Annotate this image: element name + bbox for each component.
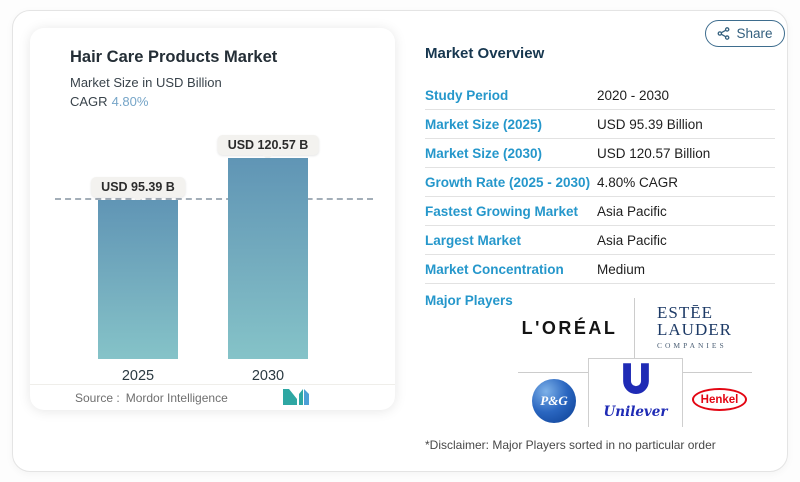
chart-panel [30,28,395,410]
unilever-logo-cell [588,358,683,427]
share-button[interactable]: Share [705,20,785,47]
row-label: Market Size (2030) [425,145,543,161]
bar-2025-fill [98,200,178,359]
grid-divider [634,298,635,358]
row-value: USD 95.39 Billion [597,116,703,132]
bar-2030-value-label: USD 120.57 B [217,135,319,155]
estee-lauder-logo: ESTĒE LAUDER COMPANIES [657,303,732,350]
table-row-fastest-growing-market: Fastest Growing Market Asia Pacific [425,197,775,226]
baseline-dashed-line [55,198,373,200]
row-label: Market Concentration [425,261,564,277]
henkel-logo: Henkel [692,388,747,411]
major-players-logo-grid: L'ORÉAL ESTĒE LAUDER COMPANIES P&G Unile… [505,288,775,427]
unilever-u-icon [617,363,655,402]
cagr-value: 4.80% [111,94,149,109]
row-value: 4.80% CAGR [597,174,679,190]
source-line: Source : Mordor Intelligence [75,391,228,405]
loreal-logo: L'ORÉAL [521,318,618,338]
share-button-label: Share [736,26,773,41]
table-row-growth-rate: Growth Rate (2025 - 2030) 4.80% CAGR [425,168,775,197]
row-value: Asia Pacific [597,203,667,219]
chart-cagr-line: CAGR 4.80% [70,94,148,109]
row-value: Medium [597,261,646,277]
chart-title: Hair Care Products Market [70,48,278,66]
table-row-market-size-2030: Market Size (2030) USD 120.57 Billion [425,139,775,168]
row-label: Largest Market [425,232,522,248]
grid-divider [683,372,752,373]
chart-footer: Source : Mordor Intelligence [30,384,395,410]
overview-heading: Market Overview [425,45,545,62]
x-axis-label-2025: 2025 [121,368,155,384]
row-label: Fastest Growing Market [425,203,579,219]
cagr-label: CAGR [70,94,108,109]
overview-table: Study Period 2020 - 2030 Market Size (20… [425,81,775,284]
table-row-market-size-2025: Market Size (2025) USD 95.39 Billion [425,110,775,139]
table-row-study-period: Study Period 2020 - 2030 [425,81,775,110]
bar-2030-fill [228,158,308,359]
grid-divider [518,372,588,373]
row-value: 2020 - 2030 [597,87,670,103]
pg-logo: P&G [532,379,576,423]
bar-2025-value-label: USD 95.39 B [91,177,185,197]
row-value: Asia Pacific [597,232,667,248]
row-label: Market Size (2025) [425,116,543,132]
source-label: Source : [75,391,120,405]
bar-chart: USD 95.39 B 2025 USD 120.57 B 2030 [30,128,395,384]
row-label: Growth Rate (2025 - 2030) [425,174,591,190]
table-row-market-concentration: Market Concentration Medium [425,255,775,284]
x-axis-label-2030: 2030 [251,368,285,384]
chart-subtitle: Market Size in USD Billion [70,75,222,90]
row-label: Study Period [425,87,509,103]
disclaimer-text: *Disclaimer: Major Players sorted in no … [425,438,716,452]
major-players-label: Major Players [425,293,513,308]
share-icon [717,27,730,40]
row-value: USD 120.57 Billion [597,145,711,161]
mordor-intelligence-logo-icon [283,389,309,410]
table-row-largest-market: Largest Market Asia Pacific [425,226,775,255]
source-value: Mordor Intelligence [125,391,228,405]
unilever-logo: Unilever [588,362,683,420]
